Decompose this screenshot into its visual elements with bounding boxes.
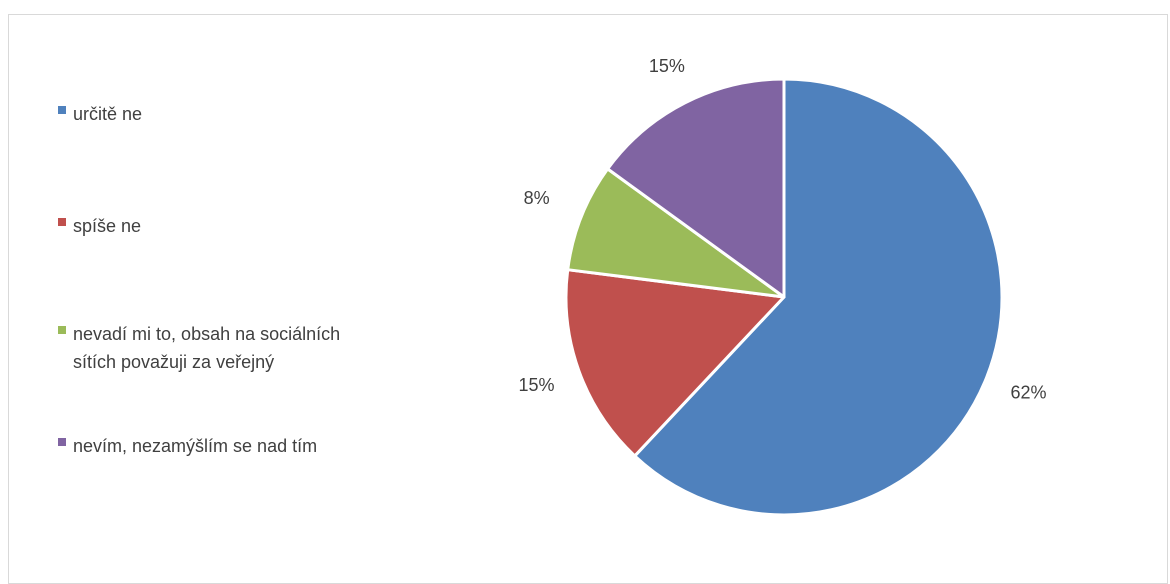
legend-item-nevadi-mi-to: nevadí mi to, obsah na sociálních sítích…: [58, 320, 353, 376]
data-label: 62%: [1011, 383, 1047, 403]
slice-nevadi-mi-to: [566, 167, 786, 299]
pie-data-labels: 62% 15% 8% 15%: [519, 56, 1047, 403]
legend-label: nevím, nezamýšlím se nad tím: [73, 436, 318, 456]
data-label: 15%: [519, 375, 555, 395]
pie-chart: 62% 15% 8% 15%: [519, 56, 1047, 517]
legend-item-nevim: nevím, nezamýšlím se nad tím: [58, 432, 317, 460]
data-label: 15%: [649, 56, 685, 76]
legend-label: určitě ne: [73, 104, 143, 124]
data-label: 8%: [524, 188, 550, 208]
slice-spise-ne: [564, 268, 786, 458]
slice-urcite-ne: [633, 77, 1004, 517]
legend-swatch: [58, 106, 66, 114]
legend-item-urcite-ne: určitě ne: [58, 100, 142, 128]
slice-nevim: [606, 77, 786, 299]
legend-label: spíše ne: [73, 216, 142, 236]
legend-swatch: [58, 218, 66, 226]
legend-swatch: [58, 326, 66, 334]
pie-slices: [564, 77, 1004, 517]
legend-label: nevadí mi to, obsah na sociálních sítích…: [73, 324, 341, 372]
legend-item-spise-ne: spíše ne: [58, 212, 141, 240]
legend-swatch: [58, 438, 66, 446]
